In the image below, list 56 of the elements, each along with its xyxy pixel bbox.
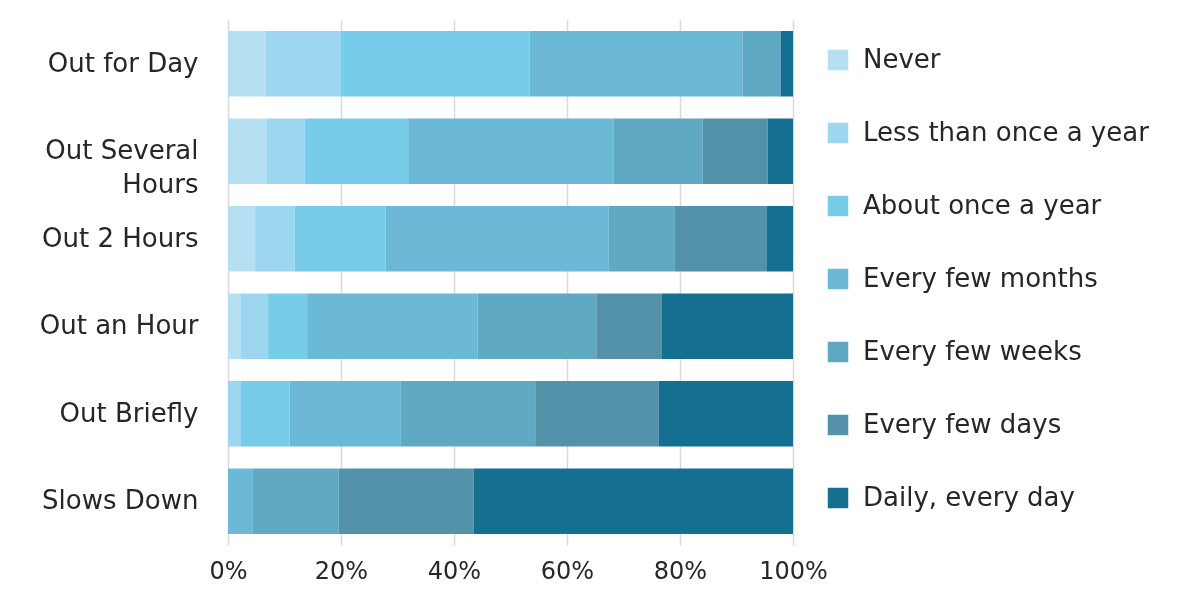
x-tick-label: 60% [540,556,595,585]
bar [266,118,305,185]
bar [608,205,675,272]
legend-label: Every few weeks [863,336,1082,366]
legend-label: Every few days [863,409,1062,439]
bar [400,380,536,447]
legend-label: Never [863,44,941,74]
y-tick-label: Out Several Hours [45,135,199,200]
bar [252,468,339,535]
bar [473,468,793,535]
bar [228,293,241,360]
x-tick-label: 20% [314,556,369,585]
bar [385,205,609,272]
bar [535,380,659,447]
legend-label: Every few months [863,263,1098,293]
y-tick-label: Out 2 Hours [42,222,199,253]
bar [294,205,386,272]
bar [341,30,530,97]
bar [289,380,401,447]
bar [780,30,793,97]
bar [304,118,409,185]
bar [674,205,768,272]
y-tick-label: Out Briefly [59,397,199,428]
x-tick-label: 0% [209,556,248,585]
legend-label: Less than once a year [863,117,1150,147]
bar [767,118,793,185]
bar [268,293,308,360]
bar [228,118,267,185]
bar [661,293,793,360]
x-tick-label: 100% [759,556,828,585]
bar [477,293,597,360]
bar [596,293,662,360]
y-tick-label: Slows Down [42,485,199,516]
bar [228,205,256,272]
bar [241,380,290,447]
bar [228,30,266,97]
x-tick-label: 40% [427,556,482,585]
bar [255,205,295,272]
x-tick-label: 80% [653,556,708,585]
y-tick-label: Out an Hour [39,310,199,341]
bar [529,30,743,97]
bar [658,380,793,447]
bar [241,293,269,360]
bar [228,380,241,447]
bar [613,118,703,185]
y-tick-label: Out for Day [47,47,199,78]
bar [408,118,614,185]
legend-label: Daily, every day [863,482,1075,512]
bar [307,293,478,360]
bar [742,30,781,97]
bar [228,468,253,535]
legend-label: About once a year [863,190,1102,220]
bar [265,30,341,97]
bar [767,205,793,272]
bar [702,118,768,185]
bar [338,468,474,535]
